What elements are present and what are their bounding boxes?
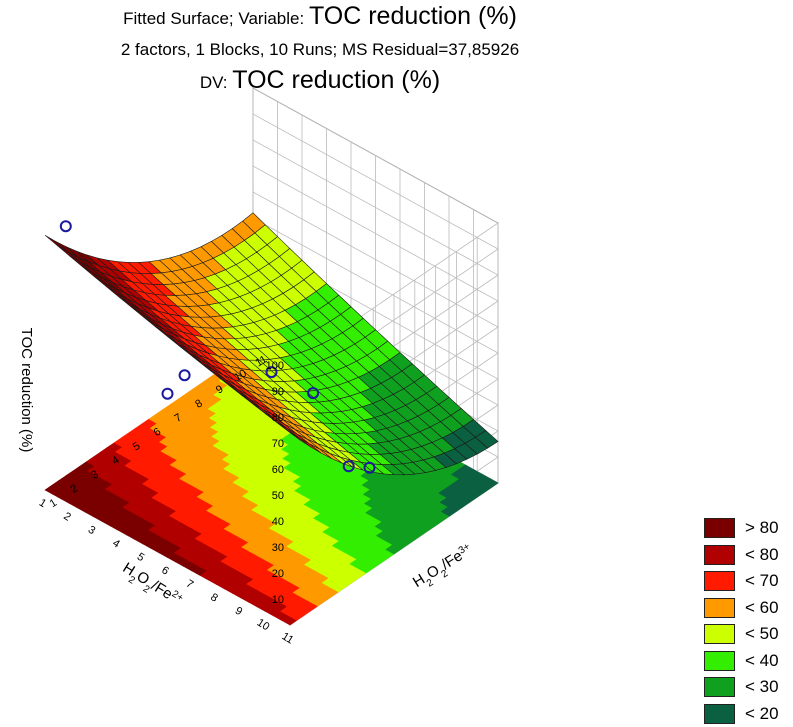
y-tick-label: 4 <box>110 537 122 550</box>
z-tick-label: 100 <box>266 360 284 372</box>
legend-item: < 40 <box>704 648 779 675</box>
legend-item: < 80 <box>704 542 779 569</box>
legend-item: < 50 <box>704 621 779 648</box>
legend-label: < 70 <box>745 571 779 591</box>
legend-label: < 30 <box>745 677 779 697</box>
y-tick-label: 5 <box>135 551 147 564</box>
z-tick-label: 80 <box>272 412 284 424</box>
y-tick-label: 10 <box>255 617 272 634</box>
observed-point <box>61 221 71 231</box>
y-tick-label: 3 <box>86 524 98 537</box>
observed-point <box>163 389 173 399</box>
legend-swatch <box>704 571 735 591</box>
surface-cell <box>55 241 78 257</box>
legend-item: < 60 <box>704 595 779 622</box>
legend-swatch <box>704 518 735 538</box>
z-tick-label: 60 <box>272 464 284 476</box>
y-tick-label: 7 <box>184 578 196 591</box>
y-tick-label: 1 <box>37 497 49 510</box>
y-tick-label: 11 <box>280 630 296 646</box>
legend-swatch <box>704 545 735 565</box>
legend-swatch <box>704 624 735 644</box>
z-tick-label: 20 <box>272 568 284 580</box>
x-tick-label: 1 <box>48 497 60 510</box>
y-tick-label: 2 <box>61 510 73 523</box>
legend-item: > 80 <box>704 515 779 542</box>
surface-cell <box>45 235 68 251</box>
legend-swatch <box>704 677 735 697</box>
y-tick-label: 6 <box>159 564 171 577</box>
legend-label: < 60 <box>745 598 779 618</box>
legend-swatch <box>704 598 735 618</box>
y-axis-title: H2O2/Fe2+ <box>117 559 185 613</box>
y-tick-label: 9 <box>233 605 245 618</box>
z-axis-title: TOC reduction (%) <box>18 328 35 453</box>
legend-label: < 40 <box>745 651 779 671</box>
legend-label: < 80 <box>745 545 779 565</box>
legend-label: > 80 <box>745 518 779 538</box>
z-tick-label: 30 <box>272 542 284 554</box>
x-axis-title: H2O2/Fe3+ <box>410 541 478 595</box>
z-tick-label: 90 <box>272 386 284 398</box>
legend-item: < 20 <box>704 701 779 727</box>
z-tick-label: 70 <box>272 438 284 450</box>
legend: > 80 < 80 < 70 < 60 < 50 < 40 < 30 < 20 <box>704 515 779 727</box>
y-tick-label: 8 <box>208 591 220 604</box>
legend-item: < 70 <box>704 568 779 595</box>
z-tick-label: 50 <box>272 490 284 502</box>
legend-label: < 20 <box>745 704 779 724</box>
legend-label: < 50 <box>745 624 779 644</box>
legend-item: < 30 <box>704 674 779 701</box>
z-tick-label: 10 <box>272 594 284 606</box>
legend-swatch <box>704 704 735 724</box>
z-tick-label: 40 <box>272 516 284 528</box>
legend-swatch <box>704 651 735 671</box>
observed-point <box>180 370 190 380</box>
